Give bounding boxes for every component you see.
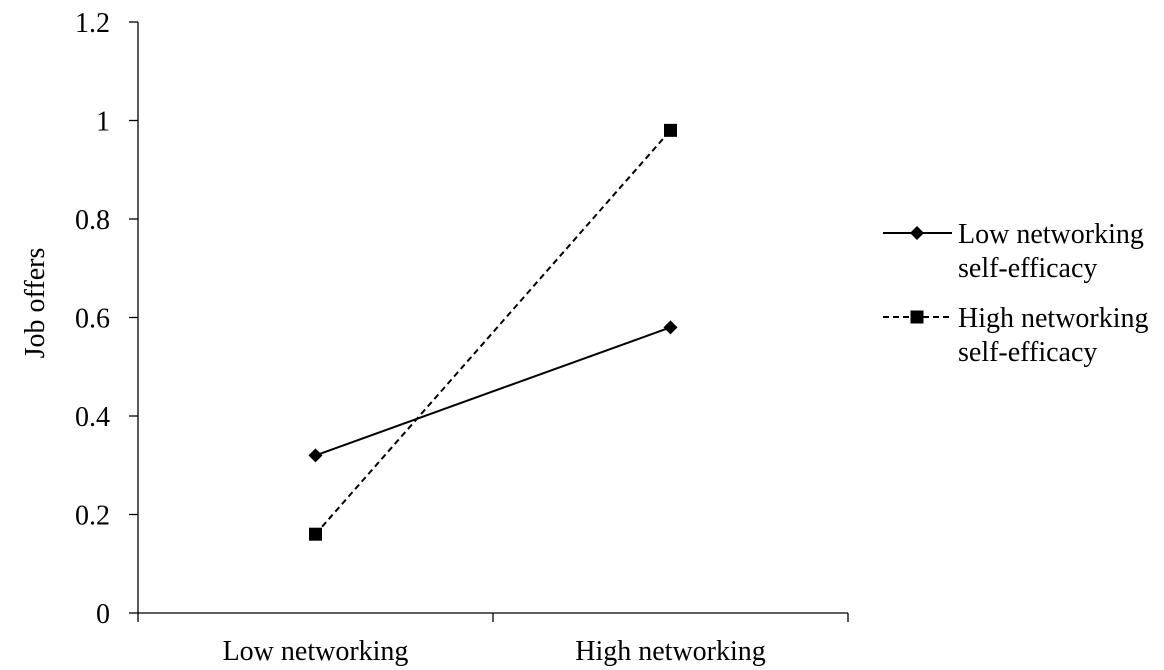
legend-label: self-efficacy bbox=[958, 337, 1097, 368]
y-tick-label: 0.6 bbox=[75, 304, 110, 335]
series bbox=[308, 123, 678, 541]
x-axis-tick-labels: Low networking High networking bbox=[223, 636, 766, 667]
diamond-marker bbox=[308, 448, 323, 463]
series-2 bbox=[309, 123, 677, 541]
y-tick-label: 0.8 bbox=[75, 205, 110, 236]
square-marker bbox=[664, 123, 677, 137]
series-1 bbox=[308, 320, 678, 463]
x-tick-label: High networking bbox=[575, 636, 766, 667]
series-line bbox=[314, 129, 672, 535]
y-tick-label: 0.4 bbox=[75, 402, 110, 433]
diamond-marker bbox=[910, 226, 924, 240]
y-tick-label: 0 bbox=[96, 599, 110, 630]
y-tick-label: 1 bbox=[96, 107, 110, 138]
diamond-marker bbox=[663, 320, 678, 335]
square-marker bbox=[309, 527, 322, 541]
square-marker bbox=[910, 310, 924, 324]
y-tick-label: 1.2 bbox=[75, 8, 110, 39]
legend-label: self-efficacy bbox=[958, 253, 1097, 284]
y-axis-title: Job offers bbox=[20, 248, 51, 359]
y-axis-tick-labels: 0 0.2 0.4 0.6 0.8 1 1.2 bbox=[75, 8, 110, 630]
series-line bbox=[315, 326, 671, 457]
x-tick-label: Low networking bbox=[223, 636, 409, 667]
legend-label: Low networking bbox=[958, 219, 1144, 250]
y-tick-label: 0.2 bbox=[75, 501, 110, 532]
legend-label: High networking bbox=[958, 303, 1149, 334]
axes bbox=[129, 21, 849, 622]
